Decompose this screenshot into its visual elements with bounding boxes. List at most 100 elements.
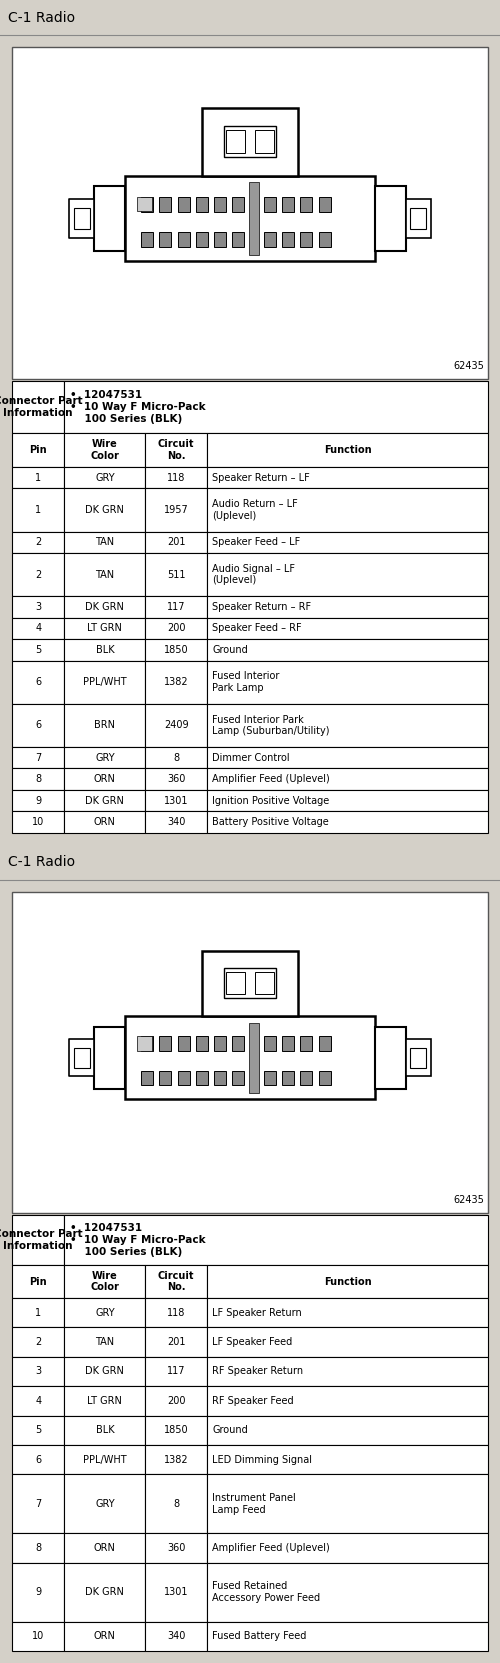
Text: 340: 340	[167, 1631, 186, 1641]
Text: GRY: GRY	[95, 753, 114, 763]
Bar	[141, 196, 153, 211]
Bar	[12, 1327, 64, 1357]
Text: 10: 10	[32, 1631, 44, 1641]
Bar	[64, 1387, 146, 1415]
Bar	[12, 1216, 64, 1266]
Bar	[146, 489, 207, 532]
Bar	[64, 532, 146, 554]
Bar	[64, 1266, 146, 1297]
Bar	[146, 595, 207, 617]
Bar	[207, 768, 488, 790]
Text: Fused Battery Feed: Fused Battery Feed	[212, 1631, 306, 1641]
Bar	[146, 1327, 207, 1357]
Bar	[226, 973, 245, 994]
Bar	[207, 1563, 488, 1621]
Bar	[146, 532, 207, 554]
Bar	[12, 747, 64, 768]
Bar	[282, 233, 294, 246]
Bar	[64, 1563, 146, 1621]
Text: Ground: Ground	[212, 645, 248, 655]
Bar	[94, 1026, 124, 1089]
Bar	[12, 532, 64, 554]
Text: 1: 1	[35, 1307, 41, 1317]
Bar	[12, 595, 64, 617]
Text: 6: 6	[35, 677, 41, 687]
Bar	[12, 1475, 64, 1533]
Bar	[64, 617, 146, 639]
Text: 118: 118	[167, 1307, 186, 1317]
Bar	[64, 1415, 146, 1445]
Text: ORN: ORN	[94, 817, 116, 827]
Bar	[255, 973, 274, 994]
Text: LED Dimming Signal: LED Dimming Signal	[212, 1455, 312, 1465]
Text: 201: 201	[167, 537, 186, 547]
Text: C-1 Radio: C-1 Radio	[8, 10, 75, 25]
Text: 5: 5	[35, 645, 42, 655]
Bar	[207, 595, 488, 617]
Text: 7: 7	[35, 753, 42, 763]
Bar	[64, 595, 146, 617]
Text: BLK: BLK	[96, 645, 114, 655]
Text: 2: 2	[35, 570, 42, 580]
Text: 117: 117	[167, 1367, 186, 1377]
Bar	[207, 1357, 488, 1387]
Bar	[12, 1533, 64, 1563]
Text: 360: 360	[167, 775, 186, 785]
Text: Instrument Panel
Lamp Feed: Instrument Panel Lamp Feed	[212, 1493, 296, 1515]
Bar	[146, 1621, 207, 1651]
Bar	[64, 432, 146, 467]
Text: 9: 9	[35, 1587, 41, 1596]
Bar	[410, 1048, 426, 1068]
Text: 8: 8	[173, 753, 180, 763]
Text: Function: Function	[324, 446, 372, 456]
Bar	[224, 126, 276, 156]
Bar	[264, 233, 276, 246]
Bar	[207, 1297, 488, 1327]
Bar	[207, 747, 488, 768]
Bar	[178, 233, 190, 246]
Text: Speaker Feed – LF: Speaker Feed – LF	[212, 537, 300, 547]
Bar	[12, 639, 64, 660]
Bar	[141, 1071, 153, 1086]
Text: Pin: Pin	[30, 1277, 47, 1287]
Bar	[64, 1357, 146, 1387]
Bar	[12, 1297, 64, 1327]
Bar	[318, 1071, 331, 1086]
Bar	[282, 196, 294, 211]
Text: 8: 8	[35, 775, 41, 785]
Text: Fused Interior Park
Lamp (Suburban/Utility): Fused Interior Park Lamp (Suburban/Utili…	[212, 715, 330, 737]
Bar	[207, 639, 488, 660]
Text: DK GRN: DK GRN	[86, 506, 124, 516]
Bar	[318, 1036, 331, 1051]
Text: 9: 9	[35, 795, 41, 805]
Text: PPL/WHT: PPL/WHT	[83, 1455, 126, 1465]
Bar	[207, 790, 488, 812]
Text: 2409: 2409	[164, 720, 188, 730]
Bar	[207, 812, 488, 833]
Bar	[12, 768, 64, 790]
Bar	[207, 1387, 488, 1415]
Bar	[406, 200, 430, 238]
Text: TAN: TAN	[96, 570, 114, 580]
Bar	[159, 1071, 171, 1086]
Text: ORN: ORN	[94, 1543, 116, 1553]
Bar	[12, 554, 64, 595]
Bar	[146, 639, 207, 660]
Text: Pin: Pin	[30, 446, 47, 456]
Text: 117: 117	[167, 602, 186, 612]
Bar	[146, 660, 207, 703]
Text: 1382: 1382	[164, 677, 188, 687]
Text: 200: 200	[167, 1395, 186, 1405]
Bar	[146, 1445, 207, 1475]
Text: Fused Interior
Park Lamp: Fused Interior Park Lamp	[212, 672, 280, 693]
Bar	[12, 1357, 64, 1387]
Bar	[178, 1071, 190, 1086]
Bar	[12, 1621, 64, 1651]
Text: Audio Signal – LF
(Uplevel): Audio Signal – LF (Uplevel)	[212, 564, 295, 585]
Bar	[406, 1039, 430, 1076]
Text: Connector Part
Information: Connector Part Information	[0, 396, 82, 417]
Text: 62435: 62435	[453, 1196, 484, 1206]
Text: BRN: BRN	[94, 720, 116, 730]
Bar	[12, 381, 64, 432]
Bar	[207, 489, 488, 532]
